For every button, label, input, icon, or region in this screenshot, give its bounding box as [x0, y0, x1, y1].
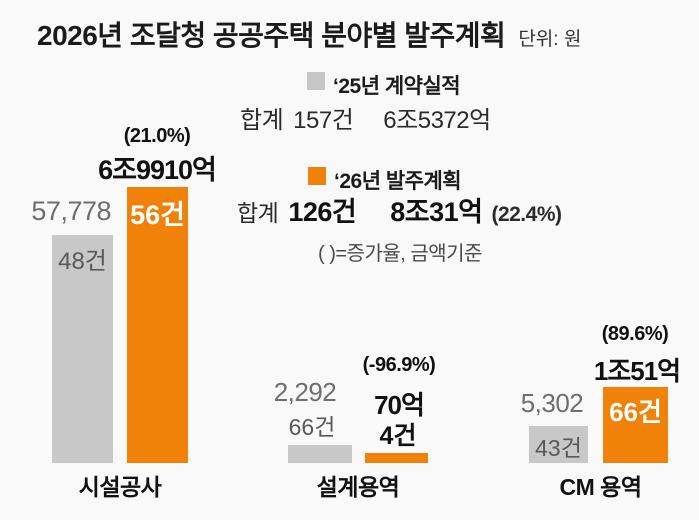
legend-note: ( )=증가율, 금액기준 — [318, 243, 482, 265]
plan-count-label: 4건 — [379, 422, 417, 450]
prev-amount-label: 57,778 — [31, 196, 111, 226]
legend-prev-total-count: 157건 — [293, 107, 354, 134]
plan-growth-label: (21.0%) — [123, 125, 191, 147]
plan-amount-label: 1조51억 — [593, 356, 681, 386]
unit-label: 단위: 원 — [518, 29, 582, 50]
plan-bar — [603, 387, 668, 463]
prev-amount-label: 2,292 — [273, 377, 337, 407]
legend-plan-total-amount: 8조31억 — [390, 197, 483, 227]
legend-plan-total-prefix: 합계 — [237, 200, 279, 226]
category-label: 설계용역 — [316, 474, 400, 500]
legend-plan-label: ‘26년 발주계획 — [334, 170, 462, 193]
legend-plan-total-count: 126건 — [288, 197, 357, 227]
plan-count-label: 56건 — [130, 200, 185, 230]
legend-prev-label: ‘25년 계약실적 — [333, 75, 461, 98]
prev-count-label: 66건 — [288, 414, 336, 440]
legend-prev-total: 합계 157건 6조5372억 — [240, 100, 491, 135]
prev-amount-label: 5,302 — [520, 388, 584, 418]
prev-bar — [52, 235, 113, 463]
category-label: CM 용역 — [559, 474, 642, 500]
plan-bar — [365, 453, 428, 463]
category-label: 시설공사 — [78, 474, 162, 500]
plan-growth-label: (89.6%) — [601, 323, 669, 345]
prev-count-label: 43건 — [535, 435, 582, 461]
prev-bar — [529, 426, 588, 463]
legend-prev-swatch-icon — [307, 72, 325, 90]
legend-plan-total: 합계 126건 8조31억 (22.4%) — [237, 190, 562, 229]
plan-bar — [127, 187, 188, 463]
plan-count-label: 66건 — [609, 397, 662, 427]
legend-prev-total-amount: 6조5372억 — [383, 107, 491, 134]
page-title: 2026년 조달청 공공주택 분야별 발주계획 단위: 원 — [37, 14, 581, 54]
legend-plan-swatch-icon — [308, 167, 326, 185]
plan-amount-label: 70억 — [374, 390, 425, 420]
prev-bar — [288, 445, 352, 463]
plan-growth-label: (-96.9%) — [362, 354, 436, 376]
prev-count-label: 48건 — [58, 248, 107, 275]
chart-title: 2026년 조달청 공공주택 분야별 발주계획 — [37, 20, 506, 51]
plan-amount-label: 6조9910억 — [98, 155, 217, 185]
legend-prev-total-prefix: 합계 — [240, 107, 284, 134]
legend-plan-total-growth: (22.4%) — [491, 203, 562, 226]
